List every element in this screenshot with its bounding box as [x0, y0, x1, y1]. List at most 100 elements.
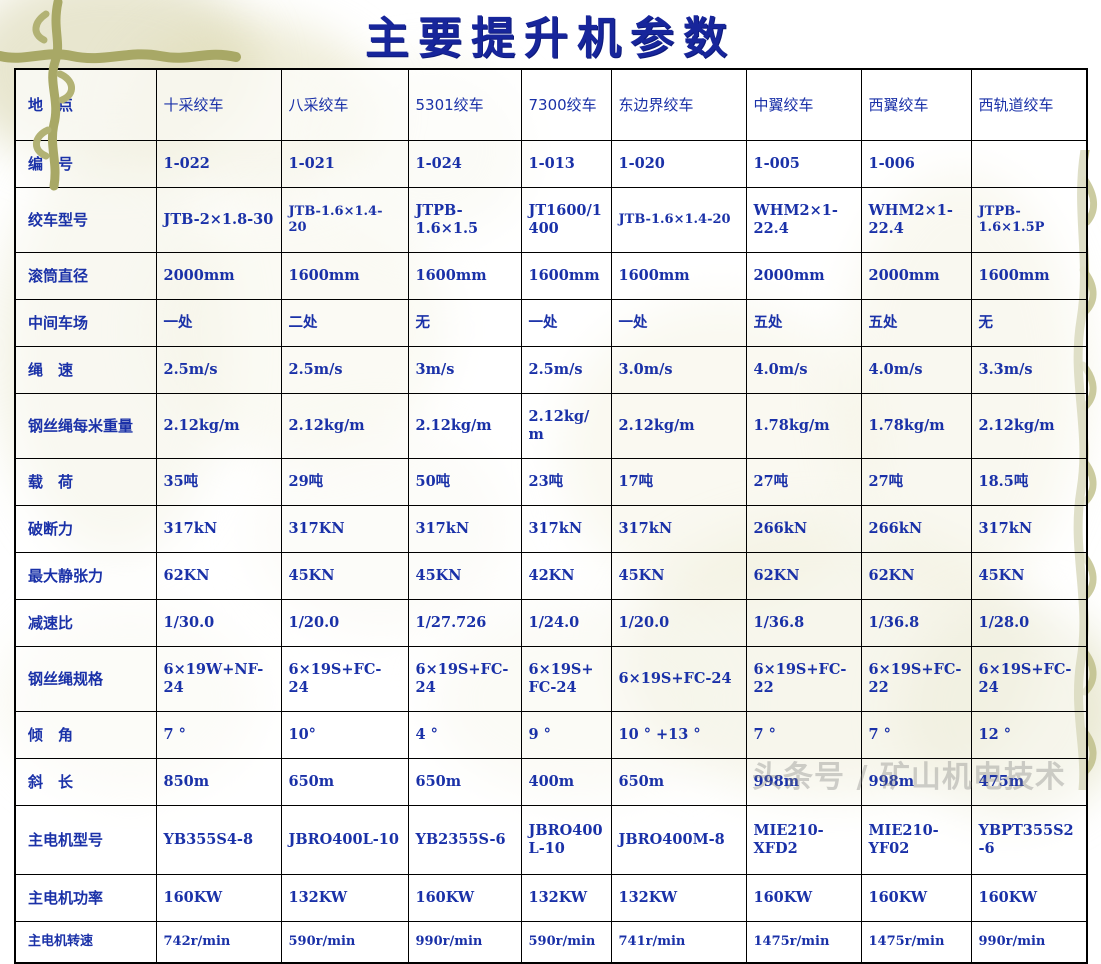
cell-r6-c1: 2.12kg/m: [155, 393, 282, 459]
cell-r4-c5: 一处: [610, 299, 747, 347]
cell-r12-c2: 10°: [280, 711, 409, 759]
cell-r3-c2: 1600mm: [280, 252, 409, 300]
cell-r2-c3: JTPB-1.6×1.5: [407, 187, 522, 253]
cell-r10-c7: 1/36.8: [860, 599, 972, 647]
cell-r10-c8: 1/28.0: [970, 599, 1088, 647]
column-header-8: 西轨道绞车: [970, 68, 1088, 141]
table-row: 载 荷 35吨 29吨 50吨 23吨 17吨 27吨 27吨 18.5吨: [14, 458, 1088, 506]
cell-r16-c1: 742r/min: [155, 921, 282, 964]
cell-r2-c2: JTB-1.6×1.4-20: [280, 187, 409, 253]
row-label-12: 倾 角: [14, 711, 157, 759]
parameters-table-wrap: 地 点十采绞车 八采绞车 5301绞车 7300绞车 东边界绞车 中翼绞车 西翼绞车 西轨道绞…: [14, 68, 1088, 964]
cell-r13-c2: 650m: [280, 758, 409, 806]
cell-r16-c5: 741r/min: [610, 921, 747, 964]
cell-r5-c7: 4.0m/s: [860, 346, 972, 394]
cell-r14-c2: JBRO400L-10: [280, 805, 409, 875]
cell-r4-c2: 二处: [280, 299, 409, 347]
cell-r6-c6: 1.78kg/m: [745, 393, 862, 459]
row-label-4: 中间车场: [14, 299, 157, 347]
cell-r9-c2: 45KN: [280, 552, 409, 600]
cell-r3-c3: 1600mm: [407, 252, 522, 300]
cell-r14-c8: YBPT355S2-6: [970, 805, 1088, 875]
table-row: 滚筒直径 2000mm 1600mm 1600mm 1600mm 1600mm 2000mm…: [14, 252, 1088, 300]
cell-r16-c6: 1475r/min: [745, 921, 862, 964]
cell-r1-c8: [970, 140, 1088, 188]
cell-r4-c7: 五处: [860, 299, 972, 347]
row-label-14: 主电机型号: [14, 805, 157, 875]
cell-r7-c6: 27吨: [745, 458, 862, 506]
cell-r10-c1: 1/30.0: [155, 599, 282, 647]
cell-r12-c4: 9 °: [520, 711, 612, 759]
cell-r10-c3: 1/27.726: [407, 599, 522, 647]
table-row: 中间车场 一处 二处无一处 一处 五处 五处无: [14, 299, 1088, 347]
cell-r11-c3: 6×19S+FC-24: [407, 646, 522, 712]
cell-r5-c4: 2.5m/s: [520, 346, 612, 394]
cell-r3-c4: 1600mm: [520, 252, 612, 300]
column-header-1: 十采绞车: [155, 68, 282, 141]
cell-r10-c6: 1/36.8: [745, 599, 862, 647]
table-row: 绞车型号 JTB-2×1.8-30 JTB-1.6×1.4-20 JTPB-1.6×1…: [14, 187, 1088, 253]
cell-r6-c2: 2.12kg/m: [280, 393, 409, 459]
table-row: 钢丝绳每米重量 2.12kg/m 2.12kg/m 2.12kg/m 2.12kg/m 2…: [14, 393, 1088, 459]
cell-r15-c1: 160KW: [155, 874, 282, 922]
cell-r13-c6: 998m: [745, 758, 862, 806]
cell-r8-c5: 317kN: [610, 505, 747, 553]
table-row: 破断力 317kN 317KN 317kN 317kN 317kN 266kN 266kN 31…: [14, 505, 1088, 553]
cell-r1-c6: 1-005: [745, 140, 862, 188]
table-row: 绳 速 2.5m/s 2.5m/s 3m/s 2.5m/s 3.0m/s 4.0m/s 4.0…: [14, 346, 1088, 394]
cell-r5-c2: 2.5m/s: [280, 346, 409, 394]
table-row: 最大静张力 62KN 45KN 45KN 42KN 45KN 62KN 62KN 45KN: [14, 552, 1088, 600]
cell-r9-c6: 62KN: [745, 552, 862, 600]
cell-r1-c5: 1-020: [610, 140, 747, 188]
column-header-4: 7300绞车: [520, 68, 612, 141]
column-header-6: 中翼绞车: [745, 68, 862, 141]
cell-r12-c1: 7 °: [155, 711, 282, 759]
cell-r16-c8: 990r/min: [970, 921, 1088, 964]
cell-r13-c4: 400m: [520, 758, 612, 806]
cell-r8-c8: 317kN: [970, 505, 1088, 553]
column-header-7: 西翼绞车: [860, 68, 972, 141]
cell-r3-c5: 1600mm: [610, 252, 747, 300]
cell-r1-c4: 1-013: [520, 140, 612, 188]
row-label-8: 破断力: [14, 505, 157, 553]
row-label-6: 钢丝绳每米重量: [14, 393, 157, 459]
cell-r2-c7: WHM2×1-22.4: [860, 187, 972, 253]
cell-r7-c3: 50吨: [407, 458, 522, 506]
cell-r14-c3: YB2355S-6: [407, 805, 522, 875]
cell-r8-c2: 317KN: [280, 505, 409, 553]
page-title: 主要提升机参数: [365, 13, 736, 64]
table-row: 钢丝绳规格 6×19W+NF-24 6×19S+FC-24 6×19S+FC-24 6×…: [14, 646, 1088, 712]
row-label-16: 主电机转速: [14, 921, 157, 964]
cell-r12-c7: 7 °: [860, 711, 972, 759]
cell-r5-c6: 4.0m/s: [745, 346, 862, 394]
cell-r3-c7: 2000mm: [860, 252, 972, 300]
cell-r8-c7: 266kN: [860, 505, 972, 553]
cell-r1-c1: 1-022: [155, 140, 282, 188]
table-row: 主电机功率 160KW 132KW 160KW 132KW 132KW 160KW 160KW…: [14, 874, 1088, 922]
cell-r12-c3: 4 °: [407, 711, 522, 759]
table-header-row: 地 点十采绞车 八采绞车 5301绞车 7300绞车 东边界绞车 中翼绞车 西翼绞车 西轨道绞…: [14, 68, 1088, 141]
cell-r5-c3: 3m/s: [407, 346, 522, 394]
cell-r9-c3: 45KN: [407, 552, 522, 600]
column-header-2: 八采绞车: [280, 68, 409, 141]
cell-r14-c6: MIE210-XFD2: [745, 805, 862, 875]
cell-r8-c3: 317kN: [407, 505, 522, 553]
hoist-parameters-table: 地 点十采绞车 八采绞车 5301绞车 7300绞车 东边界绞车 中翼绞车 西翼绞车 西轨道绞…: [14, 68, 1088, 964]
cell-r8-c1: 317kN: [155, 505, 282, 553]
cell-r15-c4: 132KW: [520, 874, 612, 922]
cell-r8-c6: 266kN: [745, 505, 862, 553]
cell-r12-c6: 7 °: [745, 711, 862, 759]
cell-r11-c8: 6×19S+FC-24: [970, 646, 1088, 712]
cell-r16-c7: 1475r/min: [860, 921, 972, 964]
cell-r4-c4: 一处: [520, 299, 612, 347]
cell-r2-c6: WHM2×1-22.4: [745, 187, 862, 253]
cell-r9-c5: 45KN: [610, 552, 747, 600]
cell-r2-c8: JTPB-1.6×1.5P: [970, 187, 1088, 253]
cell-r3-c6: 2000mm: [745, 252, 862, 300]
cell-r11-c7: 6×19S+FC-22: [860, 646, 972, 712]
cell-r5-c5: 3.0m/s: [610, 346, 747, 394]
cell-r15-c5: 132KW: [610, 874, 747, 922]
cell-r11-c6: 6×19S+FC-22: [745, 646, 862, 712]
cell-r16-c3: 990r/min: [407, 921, 522, 964]
cell-r12-c8: 12 °: [970, 711, 1088, 759]
